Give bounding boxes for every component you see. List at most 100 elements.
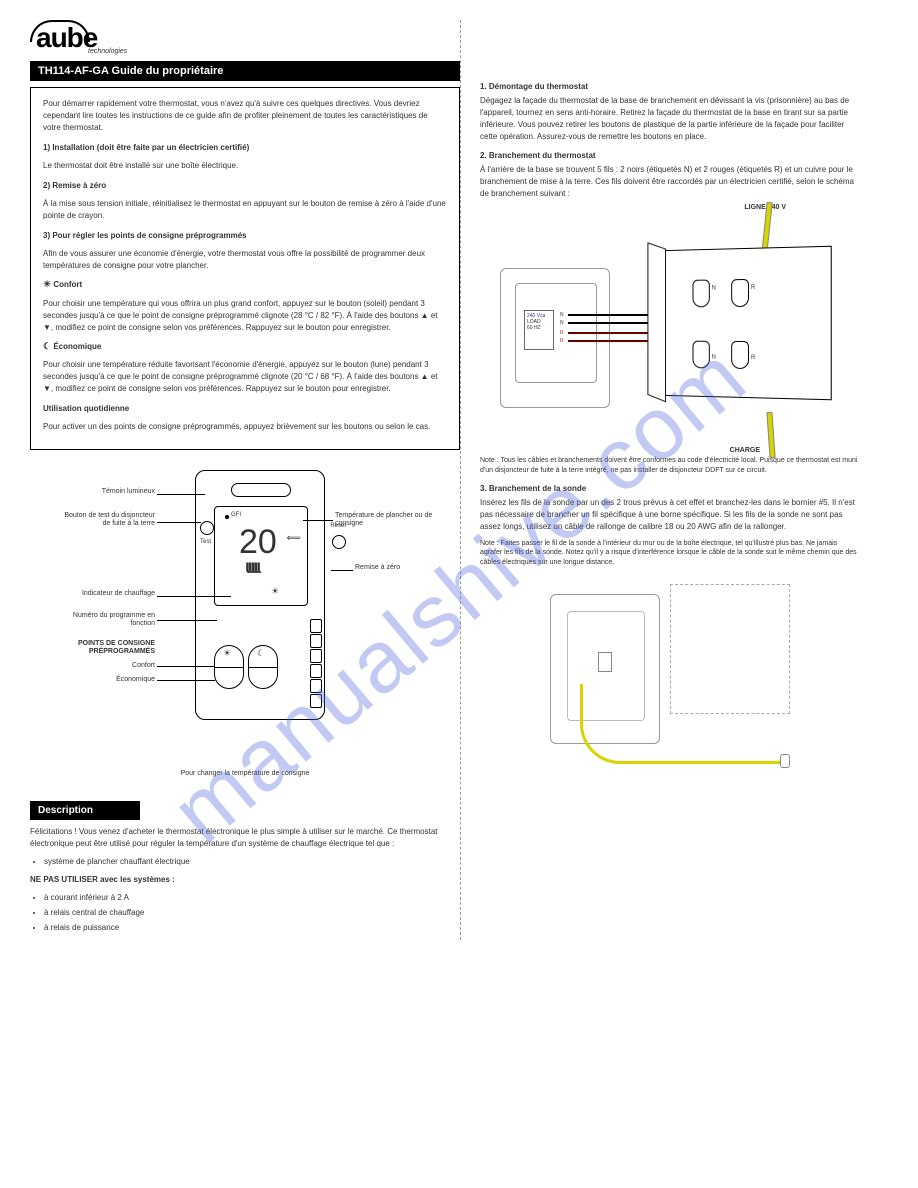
gfi-label: GFI [231, 512, 241, 518]
callout-line [157, 596, 231, 597]
callout-comfort: Confort [55, 662, 155, 670]
callout-line [157, 522, 201, 523]
terminal-block: 240 Vca LOAD 60 HZ [524, 310, 554, 350]
thermostat-base-plate: 240 Vca LOAD 60 HZ N N R R [500, 268, 610, 408]
wire-nut-icon [693, 280, 710, 308]
quickstart-intro: Pour démarrer rapidement votre thermosta… [43, 98, 447, 134]
callout-prog: Numéro du programme en fonction [55, 612, 155, 629]
callout-eco: Économique [55, 676, 155, 684]
install-s1-head: 1. Démontage du thermostat [480, 82, 860, 91]
arrow-up-button-icon [310, 619, 322, 633]
right-column: 1. Démontage du thermostat Dégagez la fa… [480, 20, 860, 940]
sun-icon [223, 648, 231, 659]
callout-line [157, 666, 215, 667]
step2-body: À la mise sous tension initiale, réiniti… [43, 198, 447, 222]
eco-head: Économique [53, 342, 101, 351]
description-text: Félicitations ! Vous venez d'acheter le … [30, 826, 460, 850]
step3-body: Afin de vous assurer une économie d'éner… [43, 248, 447, 272]
list-item: à relais de puissance [44, 922, 460, 934]
pill-divider [215, 667, 243, 668]
wire-n-label: N [560, 312, 564, 318]
preset-buttons [214, 645, 308, 705]
arrow-button-icon [310, 679, 322, 693]
test-button-icon [200, 521, 214, 535]
callout-led: Témoin lumineux [55, 488, 155, 496]
thermo-caption: Pour changer la température de consigne [30, 770, 460, 777]
description-bar: Description [30, 801, 140, 820]
pill-divider [249, 667, 277, 668]
charge-label: CHARGE [730, 447, 760, 454]
callout-temp: Température de plancher ou de consigne [335, 512, 435, 529]
arrow-down-button-icon [310, 694, 322, 708]
display-temperature: 20 [239, 523, 277, 562]
thermostat-screen: GFI 20 ⟸ 𝗹𝗹𝗹𝗹𝗹 [214, 506, 308, 606]
screen-sun-icon [271, 581, 279, 597]
wire-r-label: R [751, 285, 755, 291]
wire-line-icon [568, 314, 648, 316]
electrical-box: N R N R [663, 246, 831, 401]
callout-line [331, 570, 353, 571]
arrow-button-icon [310, 634, 322, 648]
callout-line [157, 494, 205, 495]
eco-body: Pour choisir une température réduite fav… [43, 359, 447, 395]
list-item: à relais central de chauffage [44, 907, 460, 919]
page: aube technologies TH114-AF-GA Guide du p… [0, 0, 918, 960]
sun-icon [43, 280, 51, 289]
eco-pill [248, 645, 278, 689]
thermostat-body: GFI 20 ⟸ 𝗹𝗹𝗹𝗹𝗹 Test Reset [195, 470, 325, 720]
logo-subtitle: technologies [88, 48, 460, 55]
step3-head: 3) Pour régler les points de consigne pr… [43, 230, 447, 242]
daily-body: Pour activer un des points de consigne p… [43, 421, 447, 433]
logo-text: aube [36, 28, 97, 48]
plate-inner: 240 Vca LOAD 60 HZ N N R R [515, 283, 597, 383]
not-use-head: NE PAS UTILISER avec les systèmes : [30, 874, 460, 886]
terminal-icon [598, 652, 612, 672]
install-s3-head: 3. Branchement de la sonde [480, 484, 860, 493]
wire-r-label: R [751, 355, 755, 361]
wire-n-label: N [560, 320, 564, 326]
not-use-list: à courant inférieur à 2 A à relais centr… [44, 892, 460, 934]
install-note2: Note : Faites passer le fil de la sonde … [480, 539, 860, 568]
title-bar: TH114-AF-GA Guide du propriétaire [30, 61, 460, 81]
callout-line [303, 520, 333, 521]
callout-heat: Indicateur de chauffage [55, 590, 155, 598]
callout-line [157, 680, 215, 681]
arrow-button-icon [310, 649, 322, 663]
sensor-tip-icon [780, 754, 790, 768]
arrow-icon: ⟸ [287, 533, 301, 544]
moon-icon [43, 342, 51, 351]
install-note: Note : Tous les câbles et branchements d… [480, 456, 860, 476]
arrow-button-icon [310, 664, 322, 678]
wire-line-icon [568, 340, 648, 342]
column-divider [460, 20, 461, 940]
step2-head: 2) Remise à zéro [43, 180, 447, 192]
logo-arc: aube [30, 20, 90, 42]
wire-nut-icon [731, 341, 749, 369]
reset-button-icon [332, 535, 346, 549]
list-item: système de plancher chauffant électrique [44, 856, 460, 868]
callout-test: Bouton de test du disjoncteur de fuite à… [55, 512, 155, 529]
callout-line [157, 620, 217, 621]
thermostat-top-oval [231, 483, 291, 497]
moon-icon [257, 648, 265, 659]
wire-n-label: N [712, 285, 716, 291]
install-s2-head: 2. Branchement du thermostat [480, 151, 860, 160]
callout-reset: Remise à zéro [355, 564, 455, 572]
wire-r-label: R [560, 330, 564, 336]
side-arrow-buttons [310, 619, 322, 709]
test-label: Test [200, 539, 211, 545]
left-column: aube technologies TH114-AF-GA Guide du p… [30, 20, 460, 940]
install-s1-body: Dégagez la façade du thermostat de la ba… [480, 95, 860, 143]
quickstart-box: Pour démarrer rapidement votre thermosta… [30, 87, 460, 450]
daily-head: Utilisation quotidienne [43, 403, 447, 415]
sensor-cable-icon [580, 684, 780, 764]
thermostat-figure: GFI 20 ⟸ 𝗹𝗹𝗹𝗹𝗹 Test Reset [35, 460, 455, 760]
wire-line-icon [568, 322, 648, 324]
sensor-figure [520, 574, 820, 774]
wiring-figure: LIGNE 240 V N R N R 240 Vca LOAD 60 HZ [490, 208, 850, 448]
confort-body: Pour choisir une température qui vous of… [43, 298, 447, 334]
comfort-pill [214, 645, 244, 689]
gfi-led-icon [225, 515, 229, 519]
wire-line-icon [568, 332, 648, 334]
charge-wire-icon [766, 412, 775, 458]
